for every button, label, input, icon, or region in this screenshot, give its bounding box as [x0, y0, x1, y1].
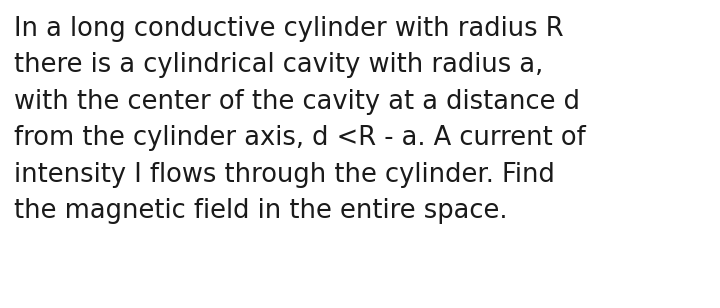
Text: In a long conductive cylinder with radius R
there is a cylindrical cavity with r: In a long conductive cylinder with radiu…: [14, 16, 586, 224]
